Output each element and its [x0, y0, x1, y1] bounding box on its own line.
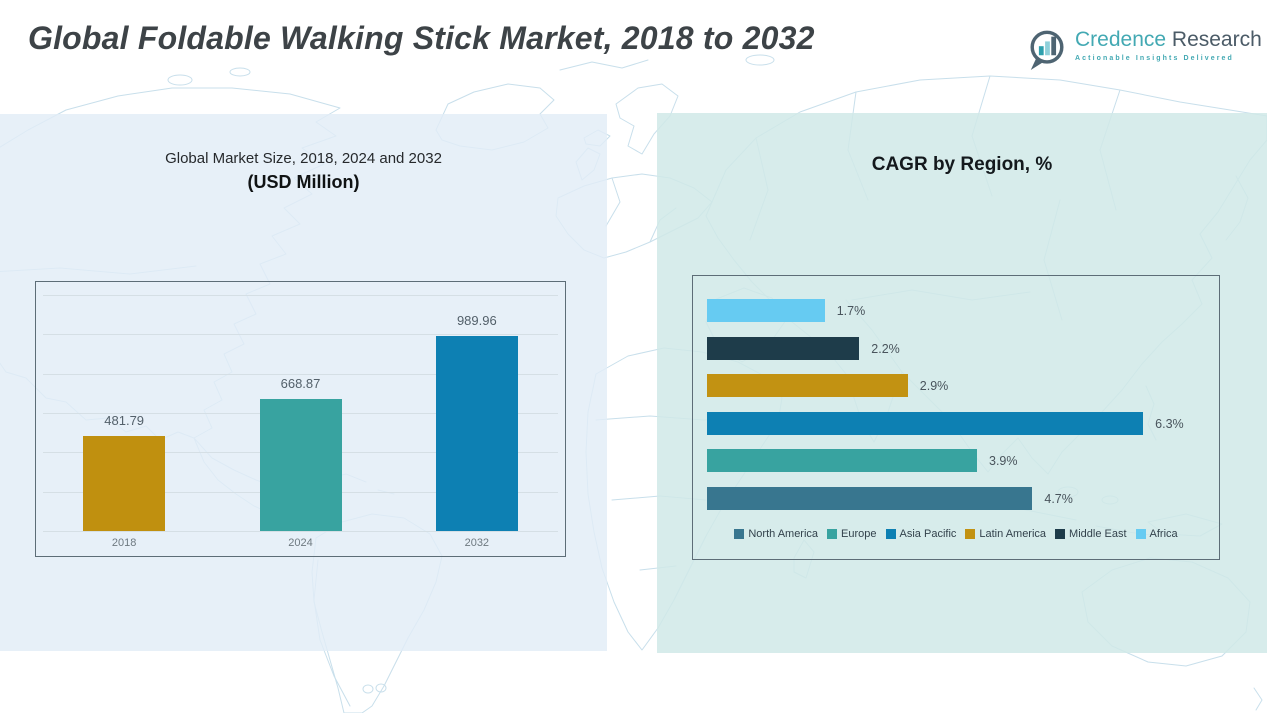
page-title: Global Foldable Walking Stick Market, 20…: [28, 20, 815, 56]
gridline: [43, 531, 558, 532]
legend-swatch: [885, 529, 896, 539]
bar-latin-america: [707, 374, 908, 398]
hbar-value-label: 3.9%: [989, 454, 1018, 469]
gridline: [43, 295, 558, 296]
legend-item: Middle East: [1055, 528, 1127, 540]
market-chart-title: Global Market Size, 2018, 2024 and 2032 …: [0, 150, 607, 193]
legend-swatch: [734, 529, 745, 539]
bar-europe: [707, 449, 977, 473]
legend-item: North America: [734, 528, 818, 540]
x-axis-label: 2032: [464, 537, 490, 549]
gridline: [43, 334, 558, 336]
legend-label: Latin America: [979, 528, 1047, 540]
logo-tagline: Actionable Insights Delivered: [1075, 55, 1234, 62]
legend-swatch: [965, 529, 976, 539]
legend-swatch: [1135, 529, 1146, 539]
legend-item: Latin America: [965, 528, 1046, 540]
hbar-value-label: 4.7%: [1044, 492, 1073, 506]
legend-swatch: [1055, 529, 1066, 539]
legend-label: North America: [748, 528, 819, 540]
legend-item: Africa: [1135, 528, 1178, 540]
market-chart-title-line2: (USD Million): [247, 172, 360, 192]
legend-item: Europe: [827, 528, 877, 540]
logo-name-credence: Credence: [1075, 28, 1167, 51]
legend-label: Europe: [841, 528, 877, 540]
cagr-by-region-chart: 1.7% 2.2% 2.9% 6.3% 3.9% 4.7% North America Eur…: [692, 275, 1220, 560]
bar-north-america: [707, 487, 1033, 510]
logo-name: Credence Research: [1075, 28, 1262, 52]
chart-legend: North America Europe Asia Pacific Latin Ame…: [693, 528, 1219, 540]
legend-label: Africa: [1149, 528, 1178, 540]
bar-value-label: 481.79: [104, 413, 145, 429]
bar-africa: [707, 299, 825, 322]
logo-chart-bubble-icon: [1030, 30, 1064, 71]
bar-value-label: 668.87: [280, 376, 321, 392]
x-axis-label: 2024: [288, 537, 313, 549]
market-chart-title-line1: Global Market Size, 2018, 2024 and 2032: [165, 150, 442, 167]
legend-label: Middle East: [1069, 528, 1127, 540]
hbar-value-label: 1.7%: [836, 304, 866, 318]
bar-value-label: 989.96: [456, 313, 497, 329]
market-size-bar-chart: 481.79 2018 668.87 2024 989.96 2032: [35, 281, 566, 557]
bar-2032: [435, 336, 518, 531]
credence-research-logo: Credence Research Actionable Insights De…: [1026, 28, 1262, 72]
bar-middle-east: [707, 336, 860, 360]
bar-asia-pacific: [707, 411, 1144, 435]
hbar-value-label: 6.3%: [1155, 416, 1184, 431]
legend-item: Asia Pacific: [885, 528, 957, 540]
x-axis-label: 2018: [111, 537, 137, 549]
gridline: [43, 373, 558, 375]
logo-name-research: Research: [1166, 28, 1262, 51]
hbar-value-label: 2.2%: [871, 341, 900, 356]
bar-2024: [259, 399, 342, 531]
legend-label: Asia Pacific: [899, 528, 957, 540]
bar-2018: [83, 436, 166, 531]
legend-swatch: [827, 529, 838, 539]
logo-text: Credence Research Actionable Insights De…: [1075, 28, 1262, 62]
hbar-value-label: 2.9%: [919, 379, 949, 394]
cagr-chart-title: CAGR by Region, %: [871, 154, 1053, 175]
